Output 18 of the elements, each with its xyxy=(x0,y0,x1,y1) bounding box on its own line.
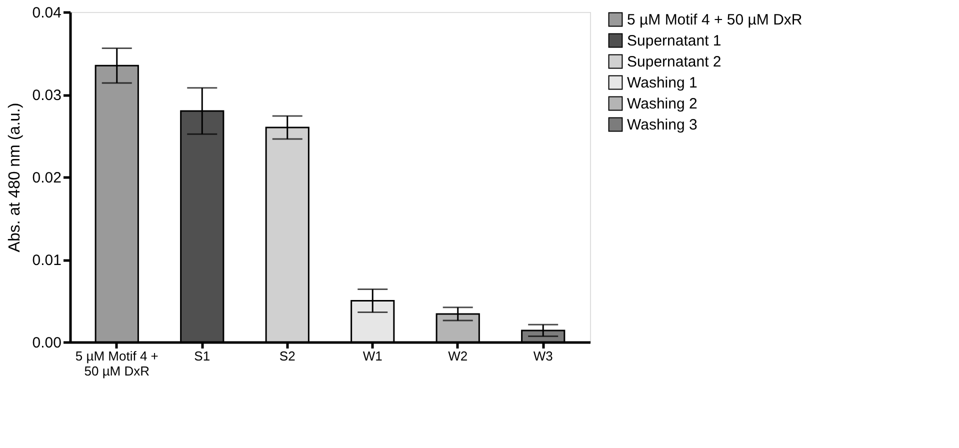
x-tick-label: 5 µM Motif 4 + 50 µM DxR xyxy=(75,348,158,378)
legend-label: 5 µM Motif 4 + 50 µM DxR xyxy=(627,12,802,28)
legend-label: Washing 3 xyxy=(627,116,698,134)
x-tick-label: W3 xyxy=(533,348,553,364)
legend-label: Washing 1 xyxy=(627,74,698,92)
legend-label: Supernatant 1 xyxy=(627,32,722,50)
x-tick-label: W1 xyxy=(362,348,382,364)
x-tick-label: S2 xyxy=(279,348,296,364)
legend-label: Supernatant 2 xyxy=(627,54,722,70)
x-tick-label: S1 xyxy=(194,348,210,364)
y-tick-label: 0.03 xyxy=(32,87,62,104)
y-axis-title: Abs. at 480 nm (a.u.) xyxy=(6,102,24,252)
y-tick-label: 0.02 xyxy=(32,170,62,186)
legend-label: Washing 2 xyxy=(627,96,698,112)
x-tick-label: W2 xyxy=(448,348,468,364)
y-tick-label: 0.00 xyxy=(32,334,62,352)
y-tick-label: 0.01 xyxy=(32,252,62,269)
y-tick-label: 0.04 xyxy=(32,4,62,22)
